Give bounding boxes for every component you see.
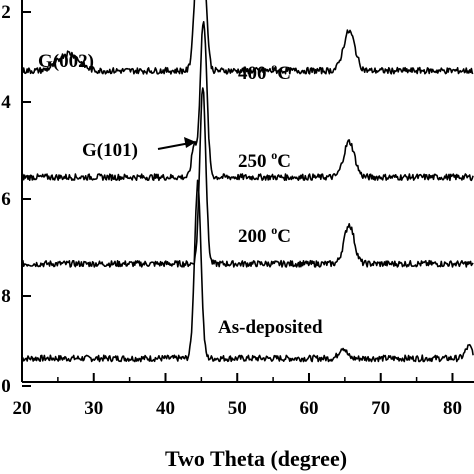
annotation-arrow-head [184,137,196,148]
x-tick-label: 30 [84,398,103,419]
x-axis-title: Two Theta (degree) [165,446,347,471]
labels: As-deposited 200 oC 250 oC 400 oC G(002) G(10… [38,51,323,338]
peak-annotation-1: G(101) [82,140,138,161]
x-tick-label: 40 [156,398,175,419]
series-label-1: 200 oC [238,223,291,247]
x-tick-label: 70 [371,398,390,419]
series-label-2: 250 oC [238,148,291,172]
traces [21,0,474,363]
series-line-0 [21,179,474,363]
y-tick-label: 4 [1,92,11,113]
series-label-3: 400 oC [238,60,291,84]
y-tick-label: 6 [1,189,11,210]
peak-annotation-0: G(002) [38,51,94,72]
x-tick-label: 50 [228,398,247,419]
series-line-3 [21,0,474,75]
axes: 20 30 40 50 60 70 80 0 8 6 4 2 [1,0,474,419]
series-line-2 [21,21,474,182]
y-tick-label: 8 [1,286,11,307]
annotation-arrow-shaft [157,142,191,150]
series-label-0: As-deposited [218,317,323,338]
series-line-1 [21,87,474,268]
x-tick-label: 80 [443,398,462,419]
x-tick-label: 60 [299,398,318,419]
y-tick-label: 0 [1,376,11,397]
y-tick-label: 2 [1,2,11,23]
x-tick-label: 20 [13,398,32,419]
